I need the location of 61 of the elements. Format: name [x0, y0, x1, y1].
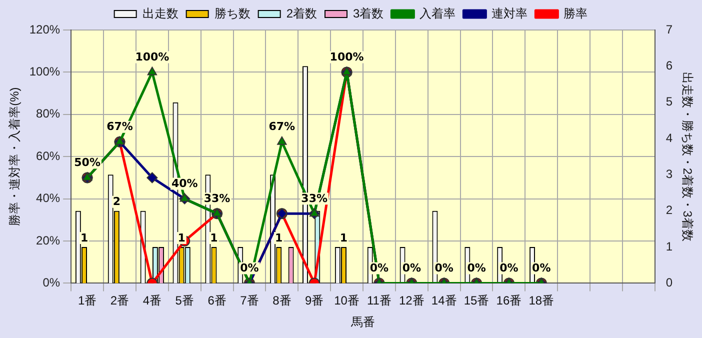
- x-tick-label: 6番: [208, 294, 226, 308]
- y-tick-label: 40%: [36, 191, 60, 206]
- y-tick-label: 0%: [42, 276, 60, 290]
- x-tick-label: 14番: [431, 294, 457, 308]
- y-tick-label: 80%: [36, 106, 60, 121]
- legend-label: 出走数: [142, 6, 178, 20]
- x-tick-label: 18番: [528, 294, 554, 308]
- y2-tick-label: 6: [666, 58, 673, 72]
- y2-tick-label: 5: [666, 94, 673, 109]
- legend-label: 入着率: [420, 6, 456, 20]
- y2-tick-label: 1: [666, 239, 673, 254]
- x-tick-label: 1番: [78, 294, 97, 308]
- x-tick-label: 2番: [110, 294, 130, 308]
- data-label: 2: [112, 195, 121, 208]
- data-label: 0%: [402, 262, 422, 275]
- y-tick-label: 100%: [29, 64, 60, 79]
- data-label: 33%: [204, 192, 230, 205]
- data-label: 33%: [301, 192, 328, 205]
- legend-label: 連対率: [492, 6, 528, 20]
- data-label: 40%: [171, 177, 198, 190]
- x-tick-label: 8番: [272, 294, 292, 308]
- data-label: 67%: [268, 120, 296, 134]
- x-tick-label: 4番: [142, 294, 162, 308]
- data-label: 0%: [532, 262, 551, 275]
- data-label: 50%: [74, 156, 100, 170]
- data-label: 1: [340, 231, 348, 244]
- data-label: 100%: [330, 50, 364, 64]
- data-label: 1: [275, 231, 283, 244]
- data-label: 1: [80, 231, 88, 244]
- x-axis-title: 馬番: [350, 315, 376, 330]
- data-label: 1: [178, 231, 186, 244]
- y2-tick-label: 7: [666, 22, 673, 36]
- data-label: 0%: [467, 262, 486, 275]
- y-axis-title: 勝率・連対率・入着率(%): [8, 87, 22, 226]
- data-label: 0%: [434, 262, 454, 275]
- x-tick-label: 10番: [334, 294, 360, 308]
- y2-tick-label: 3: [666, 167, 673, 181]
- y2-tick-label: 2: [666, 203, 673, 218]
- x-tick-label: 16番: [496, 294, 522, 308]
- data-label: 0%: [240, 262, 259, 275]
- y2-tick-label: 4: [666, 130, 673, 145]
- x-tick-label: 7番: [240, 294, 259, 308]
- legend-label: 3着数: [353, 6, 384, 20]
- y2-tick-label: 0: [666, 276, 673, 290]
- data-label: 100%: [135, 50, 170, 64]
- data-label: 1: [210, 231, 218, 244]
- x-tick-label: 12番: [398, 294, 424, 308]
- legend-label: 勝率: [564, 6, 588, 20]
- data-label: 0%: [500, 262, 518, 275]
- y2-axis-title: 出走数・勝ち数・2着数・3着数: [680, 72, 694, 242]
- y-tick-label: 120%: [29, 22, 60, 36]
- y-tick-label: 60%: [36, 148, 60, 163]
- legend-label: 勝ち数: [214, 6, 250, 20]
- legend-label: 2着数: [286, 6, 318, 20]
- y-tick-label: 20%: [36, 233, 60, 248]
- data-label: 67%: [106, 120, 133, 134]
- x-tick-label: 15番: [464, 294, 490, 308]
- x-tick-label: 9番: [305, 294, 324, 308]
- data-label: 0%: [370, 262, 389, 275]
- x-tick-label: 11番: [366, 294, 392, 308]
- x-tick-label: 5番: [175, 294, 194, 308]
